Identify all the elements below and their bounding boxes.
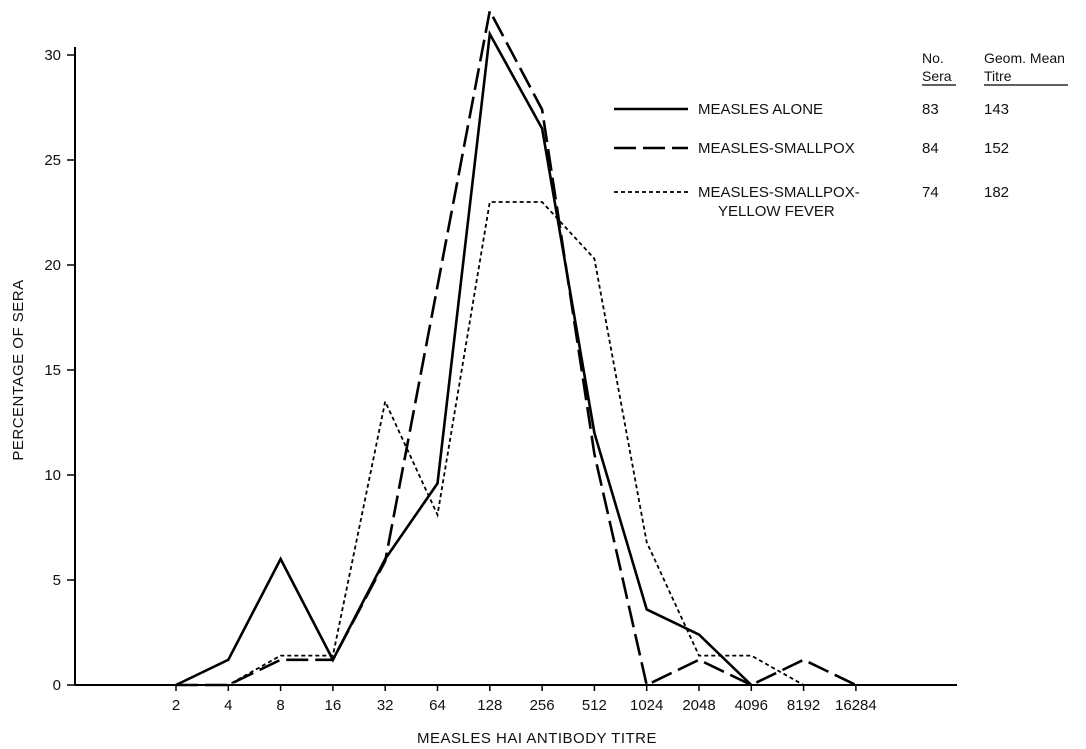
series-line-3 xyxy=(176,201,856,686)
legend-header-mean-titre: Titre xyxy=(984,68,1012,84)
y-tick-label: 0 xyxy=(53,677,61,694)
x-tick-label: 16284 xyxy=(835,697,877,714)
legend-mean-titre-value: 182 xyxy=(984,184,1009,201)
legend-mean-titre-value: 143 xyxy=(984,101,1009,118)
y-tick-label: 20 xyxy=(44,257,61,274)
legend-no-sera-value: 74 xyxy=(922,184,939,201)
legend-label: MEASLES ALONE xyxy=(698,101,823,118)
legend-label: MEASLES-SMALLPOX- xyxy=(698,184,860,201)
series-line-1 xyxy=(175,29,753,687)
series-line-2 xyxy=(176,7,857,687)
x-tick-label: 16 xyxy=(325,697,342,714)
x-tick-label: 512 xyxy=(582,697,607,714)
legend-label: MEASLES-SMALLPOX xyxy=(698,140,855,157)
legend-label: YELLOW FEVER xyxy=(718,203,835,220)
y-tick-label: 25 xyxy=(44,152,61,169)
x-tick-label: 2 xyxy=(172,697,180,714)
x-tick-label: 256 xyxy=(530,697,555,714)
legend-no-sera-value: 83 xyxy=(922,101,939,118)
y-tick-label: 5 xyxy=(53,572,61,589)
legend-header-no-sera: No. xyxy=(922,50,944,66)
y-tick-label: 10 xyxy=(44,467,61,484)
x-tick-label: 128 xyxy=(477,697,502,714)
legend-header-mean-titre: Geom. Mean xyxy=(984,50,1065,66)
y-axis-title: PERCENTAGE OF SERA xyxy=(10,279,27,460)
legend: No. Sera Geom. Mean Titre MEASLES ALONE 83 143… xyxy=(614,50,1068,220)
x-tick-label: 32 xyxy=(377,697,394,714)
y-tick-label: 15 xyxy=(44,362,61,379)
x-tick-label: 2048 xyxy=(682,697,715,714)
x-tick-label: 1024 xyxy=(630,697,663,714)
series-lines xyxy=(175,7,857,687)
x-tick-label: 4096 xyxy=(735,697,768,714)
y-tick-label: 30 xyxy=(44,47,61,64)
x-axis-ticks: 2 4 8 16 32 64 128 256 512 1024 2048 4096 8192 16284 xyxy=(172,685,877,714)
legend-mean-titre-value: 152 xyxy=(984,140,1009,157)
legend-no-sera-value: 84 xyxy=(922,140,939,157)
x-tick-label: 8192 xyxy=(787,697,820,714)
x-tick-label: 8 xyxy=(276,697,284,714)
x-tick-label: 64 xyxy=(429,697,446,714)
x-tick-label: 4 xyxy=(224,697,232,714)
y-axis-ticks: 0 5 10 15 20 25 30 xyxy=(44,47,75,694)
x-axis-title: MEASLES HAI ANTIBODY TITRE xyxy=(417,730,657,747)
legend-header-no-sera: Sera xyxy=(922,68,952,84)
